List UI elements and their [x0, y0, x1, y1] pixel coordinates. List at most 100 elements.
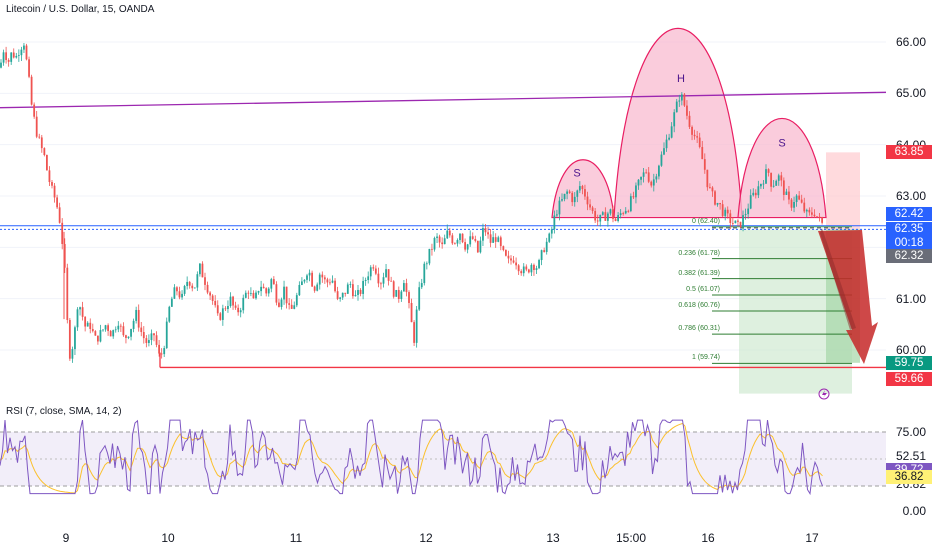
candle-body: [800, 199, 803, 203]
candle-body: [505, 250, 507, 256]
candle-body: [729, 213, 732, 223]
candle-body: [683, 94, 686, 106]
candle-body: [793, 202, 795, 208]
candle-body: [257, 291, 260, 293]
pattern-label: S: [573, 167, 580, 179]
price-badge: 62.42: [886, 207, 932, 221]
candle-body: [619, 213, 622, 216]
candle-body: [431, 248, 433, 250]
candle-body: [668, 137, 670, 140]
candle-body: [288, 303, 291, 305]
price-axis[interactable]: 66.0065.0064.0063.0062.0061.0060.0063.85…: [886, 0, 932, 404]
candle-body: [94, 331, 97, 336]
candle-body: [760, 184, 762, 187]
candle-body: [40, 137, 43, 149]
candle-body: [578, 186, 581, 191]
candle-body: [714, 191, 716, 205]
candle-body: [71, 349, 74, 359]
time-tick-label: 15:00: [615, 531, 647, 545]
rsi-chart[interactable]: [0, 404, 886, 528]
time-axis[interactable]: 9 10 11 12 13 15:00 16 17: [0, 528, 932, 550]
candle-body: [339, 297, 342, 299]
candle-body: [293, 305, 296, 309]
candle-body: [392, 281, 395, 297]
candle-body: [267, 288, 270, 294]
price-tick-label: 63.00: [895, 188, 926, 203]
candle-body: [46, 154, 48, 171]
candle-body: [306, 275, 308, 280]
candle-body: [586, 196, 589, 205]
candle-body: [295, 295, 298, 306]
candle-body: [119, 325, 122, 327]
rsi-pane[interactable]: RSI (7, close, SMA, 14, 2): [0, 404, 886, 528]
candle-body: [191, 285, 194, 289]
candle-body: [33, 104, 36, 117]
candle-body: [280, 299, 283, 307]
rsi-badge: 36.82: [886, 470, 932, 485]
candle-body: [193, 287, 196, 289]
candle-body: [132, 320, 135, 329]
candle-body: [558, 200, 561, 215]
candle-body: [38, 136, 41, 138]
candle-body: [219, 313, 222, 320]
candle-body: [693, 134, 696, 137]
candle-body: [818, 216, 821, 218]
candle-body: [244, 292, 247, 298]
candle-body: [17, 55, 20, 56]
candle-body: [752, 192, 755, 196]
candle-body: [629, 196, 632, 212]
candle-body: [499, 237, 502, 247]
time-tick-label: 9: [62, 531, 70, 545]
candle-body: [530, 264, 533, 273]
candle-body: [170, 298, 173, 307]
candle-body: [601, 212, 604, 215]
candle-body: [89, 322, 92, 329]
candle-body: [469, 236, 472, 245]
candle-body: [204, 277, 206, 285]
candle-body: [749, 195, 752, 209]
candle-body: [20, 49, 23, 56]
rsi-tick-label: 52.51: [895, 449, 926, 464]
candle-body: [673, 112, 676, 127]
rsi-title: RSI (7, close, SMA, 14, 2): [6, 406, 122, 417]
candle-body: [122, 326, 125, 336]
candle-body: [678, 100, 681, 102]
candle-body: [451, 235, 454, 244]
fib-level-label: 1 (59.74): [691, 354, 720, 362]
candlestick-chart[interactable]: S H S: [0, 0, 887, 404]
candle-body: [527, 269, 530, 273]
price-badge: 59.75: [886, 356, 932, 370]
candle-body: [58, 207, 61, 223]
candle-body: [158, 344, 160, 354]
resistance-trendline: [0, 91, 887, 109]
candle-body: [109, 330, 112, 337]
candle-body: [703, 159, 706, 170]
candle-body: [242, 297, 245, 311]
candle-body: [168, 306, 171, 322]
candle-body: [617, 215, 619, 222]
candle-body: [321, 274, 324, 278]
candle-body: [275, 284, 278, 303]
candle-body: [502, 246, 505, 251]
candle-body: [632, 196, 635, 198]
candle-body: [545, 241, 548, 252]
candle-body: [318, 274, 321, 285]
candle-body: [125, 335, 127, 338]
candle-body: [209, 292, 211, 296]
candle-body: [747, 208, 750, 215]
price-pane[interactable]: S H S Litecoin / U.S. Dollar, 15, OANDA 0 …: [0, 0, 887, 404]
candle-body: [165, 321, 168, 349]
candle-body: [734, 220, 737, 224]
candle-body: [232, 296, 234, 306]
candle-body: [454, 243, 456, 245]
candle-body: [762, 183, 765, 185]
candle-body: [186, 281, 189, 287]
candle-body: [696, 136, 699, 138]
candle-body: [99, 330, 102, 342]
candle-body: [12, 52, 15, 58]
candle-body: [367, 276, 370, 280]
candle-body: [298, 284, 301, 296]
candle-body: [466, 244, 469, 250]
candle-body: [476, 240, 479, 253]
